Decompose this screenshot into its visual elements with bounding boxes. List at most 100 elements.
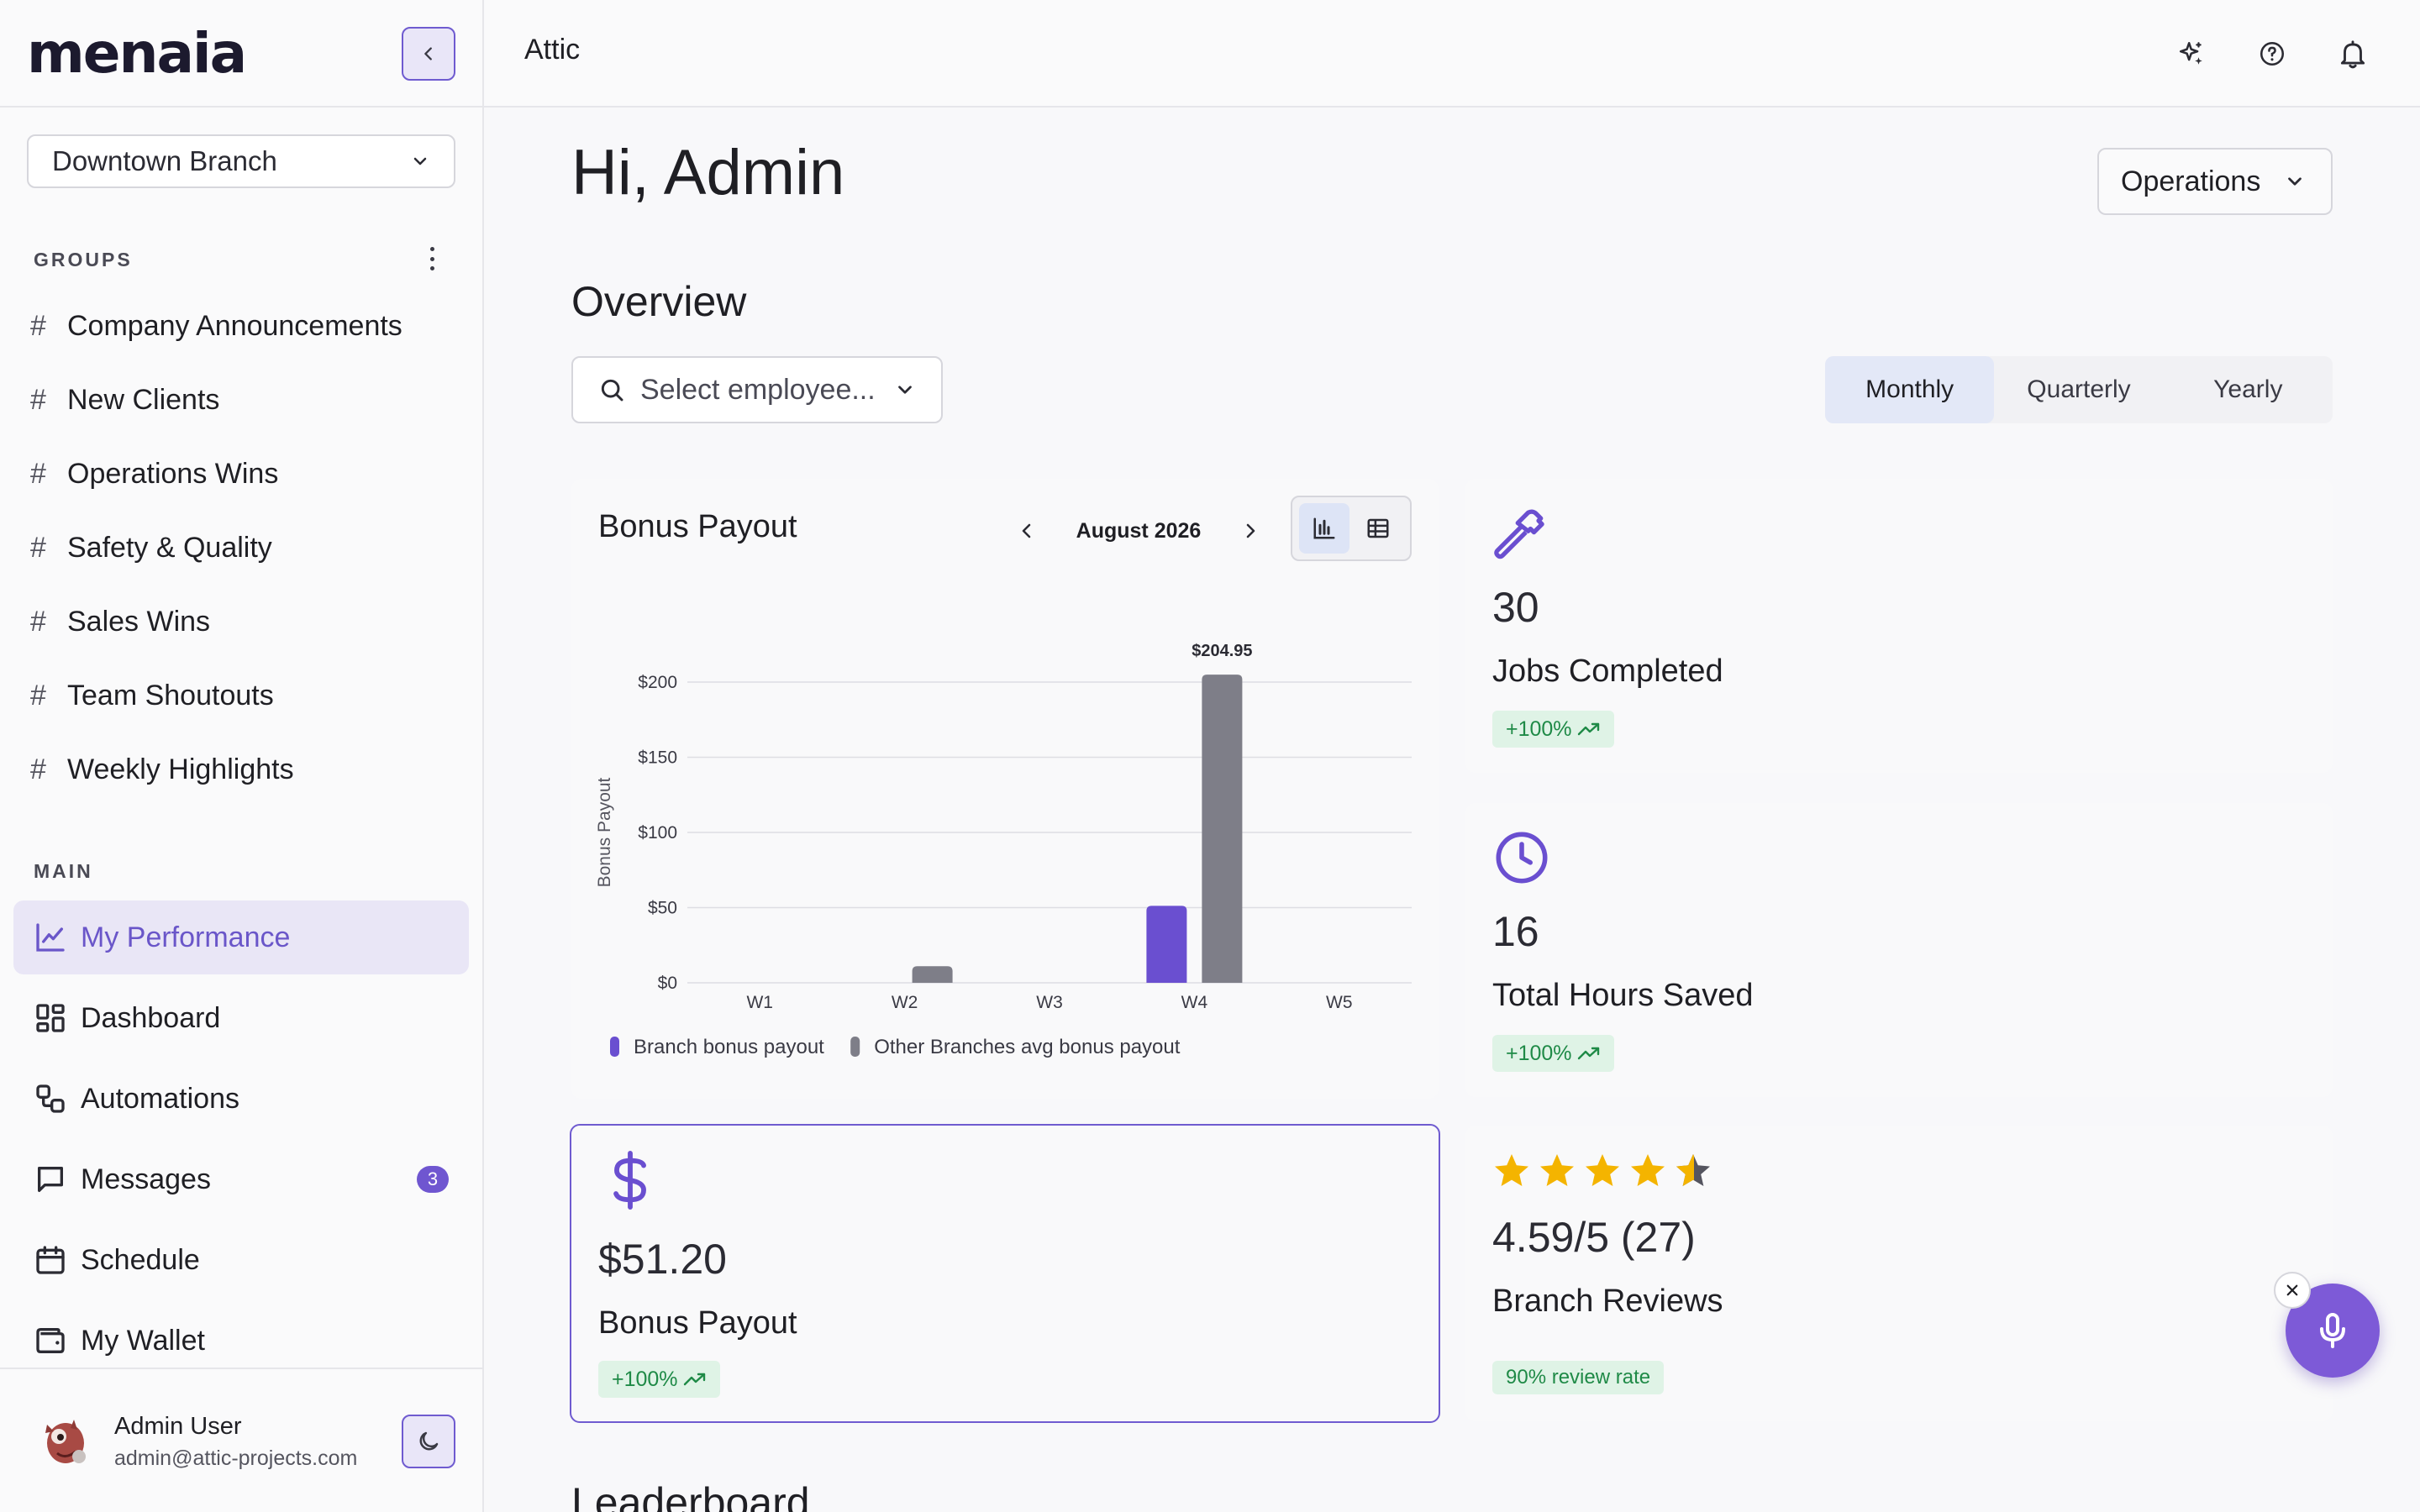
trend-up-icon	[683, 1373, 705, 1386]
group-item[interactable]: # New Clients	[30, 376, 219, 423]
clock-icon	[1492, 828, 1551, 887]
chart-title: Bonus Payout	[598, 509, 797, 544]
next-month-button[interactable]	[1240, 521, 1260, 541]
tab-quarterly[interactable]: Quarterly	[2027, 375, 2131, 403]
chevron-left-icon	[424, 47, 432, 60]
legend-label: Branch bonus payout	[634, 1036, 824, 1058]
theme-toggle-button[interactable]	[402, 1415, 455, 1468]
hash-icon: #	[30, 457, 46, 490]
prev-month-button[interactable]	[1017, 521, 1037, 541]
y-tick-label: $0	[658, 974, 677, 993]
hash-icon: #	[30, 753, 46, 785]
group-label: Team Shoutouts	[67, 679, 274, 711]
bar-chart-view-button[interactable]	[1299, 503, 1349, 554]
trend-up-icon	[1577, 1047, 1599, 1060]
chevron-down-icon	[2288, 177, 2302, 186]
tab-monthly[interactable]: Monthly	[1825, 356, 1995, 423]
search-icon	[601, 379, 623, 402]
branch-reviews-card: 4.59/5 (27) Branch Reviews 90% review ra…	[1465, 1126, 2333, 1421]
group-item[interactable]: # Weekly Highlights	[30, 746, 294, 793]
user-email: admin@attic-projects.com	[114, 1446, 358, 1470]
sparkle-icon[interactable]	[2171, 34, 2212, 74]
app-logo: menaia	[27, 21, 247, 86]
hash-icon: #	[30, 679, 46, 711]
nav-label: Schedule	[81, 1243, 200, 1276]
overview-heading: Overview	[571, 278, 747, 325]
avatar[interactable]	[37, 1411, 96, 1470]
bell-icon[interactable]	[2333, 34, 2373, 74]
nav-item-my-wallet[interactable]: My Wallet	[13, 1304, 469, 1378]
x-tick-label: W1	[746, 993, 773, 1012]
role-select-value: Operations	[2121, 165, 2261, 197]
wallet-icon	[34, 1324, 81, 1357]
hash-icon: #	[30, 605, 46, 638]
nav-label: Dashboard	[81, 1001, 221, 1034]
close-voice-button[interactable]	[2274, 1272, 2311, 1309]
hash-icon: #	[30, 383, 46, 416]
nav-item-dashboard[interactable]: Dashboard	[13, 981, 469, 1055]
chevron-right-icon	[1246, 523, 1255, 538]
y-tick-label: $100	[638, 823, 677, 843]
help-icon[interactable]	[2252, 34, 2292, 74]
group-label: Weekly Highlights	[67, 753, 294, 785]
group-label: Company Announcements	[67, 309, 402, 342]
legend-swatch	[610, 1037, 619, 1057]
bonus-payout-chart-card: Bonus Payout August 2026 $0 $50 $100 $150 $2…	[571, 479, 1439, 1099]
message-icon	[34, 1163, 81, 1196]
nav-item-schedule[interactable]: Schedule	[13, 1223, 469, 1297]
table-icon	[1367, 518, 1389, 538]
group-item[interactable]: # Operations Wins	[30, 450, 278, 497]
nav-label: My Performance	[81, 921, 291, 953]
jobs-completed-value: 30	[1492, 584, 1539, 631]
nav-label: Automations	[81, 1082, 239, 1115]
chart-view-toggle	[1291, 496, 1412, 561]
employee-select[interactable]: Select employee...	[571, 356, 943, 423]
nav-item-messages[interactable]: Messages 3	[13, 1142, 469, 1216]
data-label: $204.95	[1192, 642, 1252, 660]
group-item[interactable]: # Safety & Quality	[30, 524, 272, 571]
trend-up-icon	[1577, 722, 1599, 736]
y-axis-label: Bonus Payout	[595, 777, 614, 887]
month-navigator: August 2026	[1017, 507, 1260, 554]
x-tick-label: W2	[892, 993, 918, 1012]
unread-badge: 3	[417, 1166, 449, 1193]
hours-saved-card: 16 Total Hours Saved +100%	[1465, 803, 2333, 1097]
tab-yearly[interactable]: Yearly	[2213, 375, 2283, 403]
user-name: Admin User	[114, 1413, 242, 1440]
role-select[interactable]: Operations	[2097, 148, 2333, 215]
chart-line-icon	[34, 921, 81, 954]
hours-saved-label: Total Hours Saved	[1492, 978, 1754, 1013]
bonus-payout-value: $51.20	[598, 1236, 727, 1283]
user-bar	[0, 1368, 482, 1512]
star-icon	[1540, 1154, 1574, 1186]
branch-select[interactable]: Downtown Branch	[27, 134, 455, 188]
top-bar: Attic	[484, 0, 2420, 108]
nav-item-automations[interactable]: Automations	[13, 1062, 469, 1136]
collapse-sidebar-button[interactable]	[402, 27, 455, 81]
breadcrumb[interactable]: Attic	[524, 34, 581, 66]
groups-menu-icon[interactable]	[422, 245, 442, 272]
bar-other-branches	[912, 966, 953, 983]
hash-icon: #	[30, 531, 46, 564]
branch-select-value: Downtown Branch	[52, 145, 277, 176]
group-item[interactable]: # Team Shoutouts	[30, 672, 274, 719]
group-item[interactable]: # Sales Wins	[30, 598, 210, 645]
review-rate-badge: 90% review rate	[1492, 1361, 1665, 1394]
chevron-left-icon	[1022, 523, 1031, 538]
y-tick-label: $200	[638, 673, 677, 692]
hammer-icon	[1492, 506, 1548, 561]
bonus-payout-label: Bonus Payout	[598, 1305, 797, 1341]
star-rating	[1491, 1151, 1714, 1191]
nav-item-my-performance[interactable]: My Performance	[13, 900, 469, 974]
bonus-payout-card[interactable]: $51.20 Bonus Payout +100%	[570, 1124, 1440, 1423]
group-label: New Clients	[67, 383, 220, 416]
microphone-icon	[2320, 1313, 2345, 1348]
table-view-button[interactable]	[1353, 503, 1403, 554]
close-icon	[2286, 1284, 2298, 1296]
chevron-down-icon	[413, 157, 427, 165]
x-tick-label: W5	[1326, 993, 1353, 1012]
jobs-completed-card: 30 Jobs Completed +100%	[1465, 479, 2333, 773]
automations-icon	[34, 1082, 81, 1116]
nav-label: Messages	[81, 1163, 211, 1195]
group-item[interactable]: # Company Announcements	[30, 302, 402, 349]
